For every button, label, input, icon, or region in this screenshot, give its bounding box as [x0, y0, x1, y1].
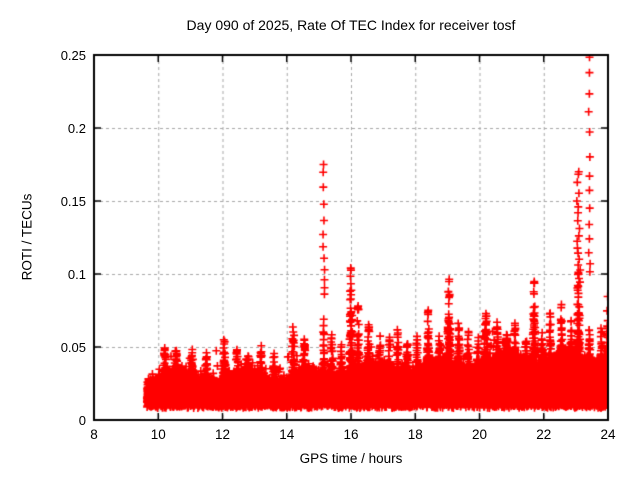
- x-tick-label: 16: [343, 427, 359, 442]
- y-tick-label: 0: [78, 413, 86, 428]
- x-tick-label: 20: [471, 427, 488, 442]
- x-tick-label: 10: [150, 427, 166, 442]
- x-tick-label: 12: [214, 427, 231, 442]
- x-tick-label: 18: [407, 427, 423, 442]
- y-tick-label: 0.1: [67, 267, 86, 282]
- x-tick-label: 24: [600, 427, 616, 442]
- y-tick-label: 0.05: [60, 340, 86, 355]
- x-tick-label: 8: [90, 427, 98, 442]
- x-axis-label: GPS time / hours: [299, 451, 403, 466]
- y-tick-label: 0.2: [67, 121, 86, 136]
- y-tick-label: 0.25: [60, 48, 86, 63]
- chart-title: Day 090 of 2025, Rate Of TEC Index for r…: [186, 17, 516, 33]
- x-tick-label: 14: [279, 427, 295, 442]
- x-tick-label: 22: [536, 427, 552, 442]
- y-tick-label: 0.15: [60, 194, 86, 209]
